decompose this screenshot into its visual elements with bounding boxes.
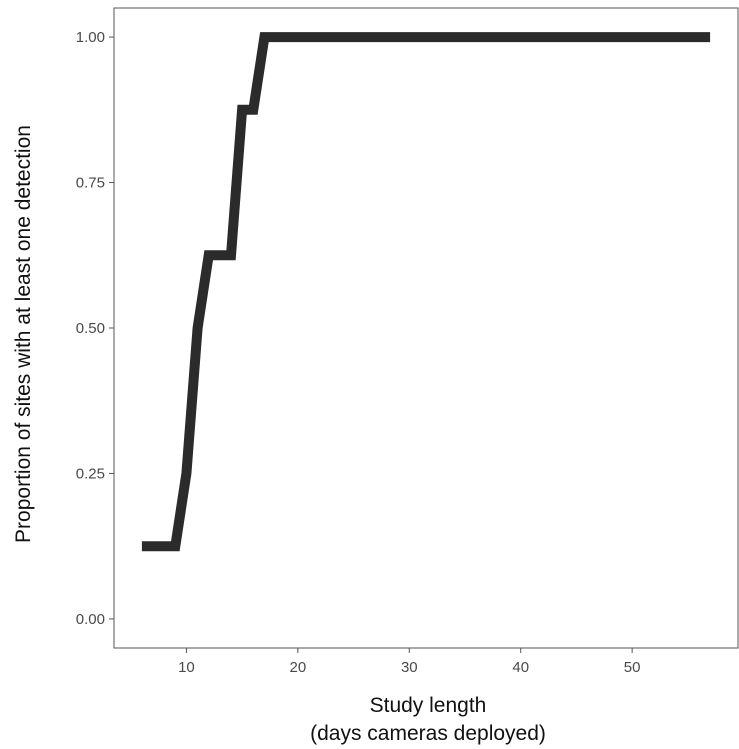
- x-tick-label: 50: [624, 659, 641, 676]
- x-tick-label: 30: [401, 659, 418, 676]
- y-axis-title: Proportion of sites with at least one de…: [12, 125, 35, 543]
- y-axis: 0.00 0.25 0.50 0.75 1.00: [76, 29, 114, 628]
- x-tick-label: 20: [290, 659, 307, 676]
- y-tick-label: 0.50: [76, 320, 105, 337]
- y-tick-label: 0.75: [76, 175, 105, 192]
- series-layer: [141, 32, 711, 552]
- y-tick-label: 0.00: [76, 611, 105, 628]
- y-tick-label: 1.00: [76, 29, 105, 46]
- y-tick-label: 0.25: [76, 465, 105, 482]
- x-tick-label: 40: [512, 659, 529, 676]
- plot-panel: [113, 7, 739, 649]
- x-axis-title-line-2: (days cameras deployed): [310, 722, 546, 745]
- series-line: [141, 32, 711, 552]
- x-axis-title-line-1: Study length: [370, 694, 487, 717]
- x-tick-label: 10: [178, 659, 195, 676]
- x-axis: 10 20 30 40 50: [178, 648, 640, 676]
